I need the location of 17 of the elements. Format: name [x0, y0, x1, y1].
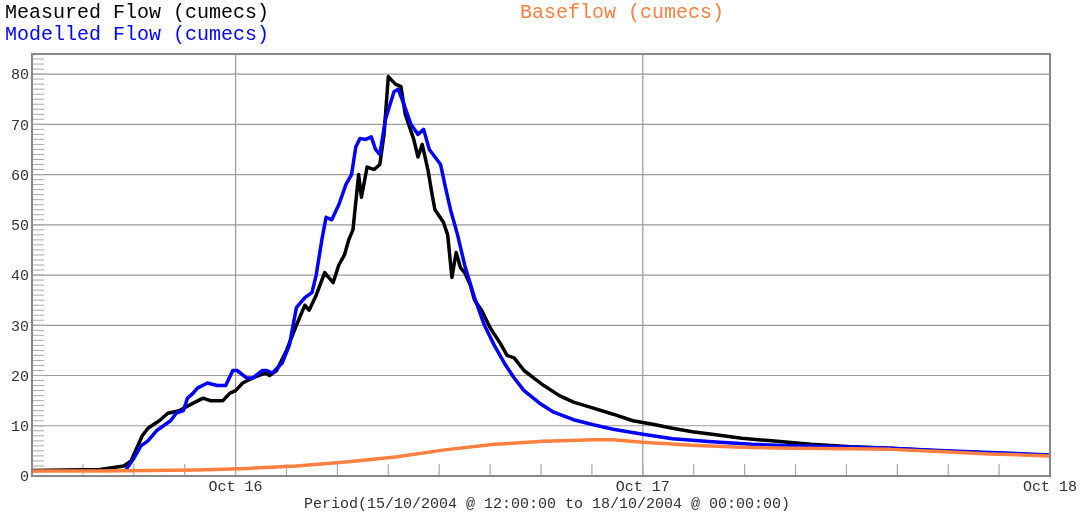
- x-axis-title: Period(15/10/2004 @ 12:00:00 to 18/10/2004 @ 00:00:00): [303, 496, 791, 513]
- y-tick-label: 0: [19, 469, 29, 487]
- x-tick-label: Oct 16: [208, 479, 263, 496]
- y-tick-label: 80: [10, 67, 29, 85]
- x-tick-label: Oct 17: [615, 479, 670, 496]
- y-tick-label: 70: [10, 117, 29, 135]
- y-tick-label: 20: [10, 368, 29, 386]
- line-series: [32, 438, 1050, 473]
- text: Measured Flow (cumecs): [5, 1, 270, 24]
- text: Baseflow (cumecs): [520, 1, 725, 24]
- text: Modelled Flow (cumecs): [5, 23, 270, 46]
- x-tick-label: Oct 18: [1022, 479, 1078, 496]
- y-tick-label: 50: [10, 218, 29, 236]
- y-tick-label: 10: [10, 419, 29, 437]
- y-tick-label: 30: [10, 318, 29, 336]
- y-tick-label: 60: [10, 167, 29, 185]
- y-tick-label: 40: [10, 268, 29, 286]
